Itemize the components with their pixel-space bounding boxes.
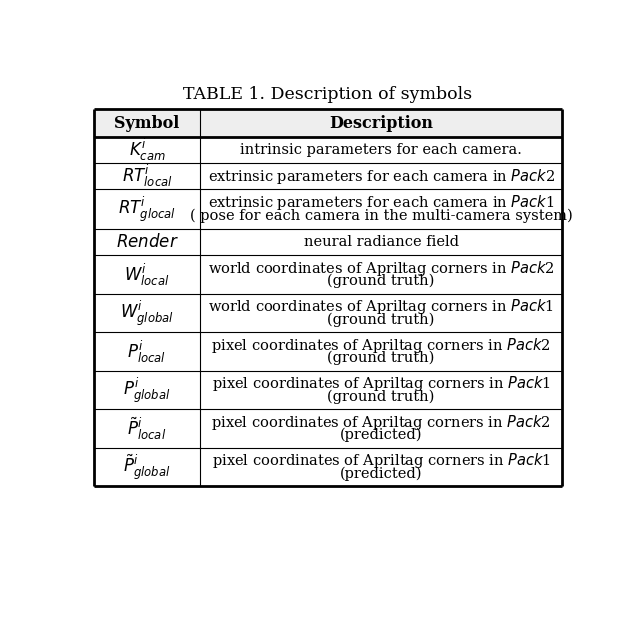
Text: (ground truth): (ground truth): [328, 312, 435, 327]
Text: extrinsic parameters for each camera in $\mathit{Pack}$1: extrinsic parameters for each camera in …: [208, 193, 554, 212]
Text: TABLE 1. Description of symbols: TABLE 1. Description of symbols: [184, 86, 472, 103]
Text: ( pose for each camera in the multi-camera system): ( pose for each camera in the multi-came…: [189, 209, 572, 223]
Text: $RT_{local}^{i}$: $RT_{local}^{i}$: [122, 163, 172, 189]
Text: pixel coordinates of Apriltag corners in $\mathit{Pack}$1: pixel coordinates of Apriltag corners in…: [212, 374, 550, 393]
Text: (predicted): (predicted): [340, 428, 422, 442]
Text: Symbol: Symbol: [115, 115, 180, 131]
Text: $K_{cam}^{i}$: $K_{cam}^{i}$: [129, 137, 166, 163]
Text: $W_{global}^{i}$: $W_{global}^{i}$: [120, 298, 174, 328]
Text: intrinsic parameters for each camera.: intrinsic parameters for each camera.: [240, 143, 522, 157]
Text: $P_{local}^{i}$: $P_{local}^{i}$: [127, 339, 166, 365]
Text: (ground truth): (ground truth): [328, 274, 435, 288]
Text: neural radiance field: neural radiance field: [303, 236, 459, 250]
Text: (ground truth): (ground truth): [328, 351, 435, 365]
Text: $\tilde{P}_{global}^{i}$: $\tilde{P}_{global}^{i}$: [124, 452, 171, 482]
Text: world coordinates of Apriltag corners in $\mathit{Pack}$1: world coordinates of Apriltag corners in…: [208, 297, 554, 316]
Bar: [94, 109, 562, 137]
Text: $\tilde{P}_{local}^{i}$: $\tilde{P}_{local}^{i}$: [127, 415, 166, 442]
Text: $\mathit{Render}$: $\mathit{Render}$: [116, 234, 179, 252]
Text: pixel coordinates of Apriltag corners in $\mathit{Pack}$1: pixel coordinates of Apriltag corners in…: [212, 451, 550, 470]
Text: $P_{global}^{i}$: $P_{global}^{i}$: [124, 376, 171, 405]
Text: (ground truth): (ground truth): [328, 389, 435, 404]
Text: pixel coordinates of Apriltag corners in $\mathit{Pack}$2: pixel coordinates of Apriltag corners in…: [211, 336, 551, 355]
Text: extrinsic parameters for each camera in $\mathit{Pack}$2: extrinsic parameters for each camera in …: [207, 166, 555, 186]
Text: $W_{local}^{i}$: $W_{local}^{i}$: [124, 262, 170, 288]
Text: pixel coordinates of Apriltag corners in $\mathit{Pack}$2: pixel coordinates of Apriltag corners in…: [211, 413, 551, 432]
Text: Description: Description: [329, 115, 433, 131]
Text: (predicted): (predicted): [340, 467, 422, 481]
Text: $RT_{glocal}^{i}$: $RT_{glocal}^{i}$: [118, 195, 176, 224]
Text: world coordinates of Apriltag corners in $\mathit{Pack}$2: world coordinates of Apriltag corners in…: [208, 259, 554, 278]
